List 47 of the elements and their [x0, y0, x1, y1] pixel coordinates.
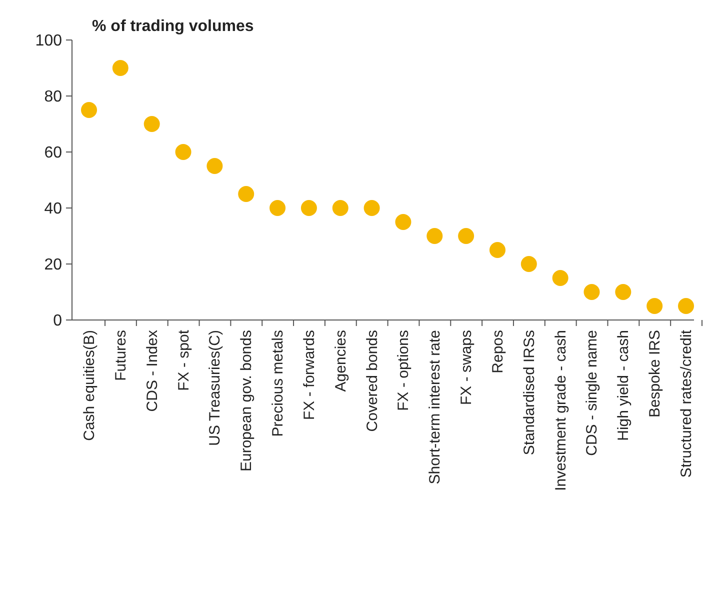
- x-tick-label: Precious metals: [270, 330, 287, 437]
- x-tick-label: FX - forwards: [300, 330, 318, 420]
- point: [144, 116, 160, 132]
- point: [395, 214, 412, 230]
- point: [520, 256, 537, 272]
- y-tick-label: 0: [53, 312, 62, 330]
- x-tick-label: Bespoke IRS: [646, 330, 664, 418]
- point: [615, 284, 632, 300]
- chart-title: % of trading volumes: [92, 18, 254, 35]
- x-tick-label: Cash equities(B): [81, 330, 98, 441]
- point: [552, 270, 568, 286]
- x-tick-label: US Treasuries(C): [206, 330, 224, 446]
- y-tick-label: 60: [44, 144, 62, 162]
- x-tick-label: Covered bonds: [364, 330, 381, 432]
- point: [489, 242, 506, 258]
- y-tick-label: 40: [44, 200, 62, 218]
- point: [206, 158, 223, 174]
- x-tick-label: FX - options: [395, 330, 412, 411]
- point: [678, 298, 694, 314]
- x-tick-label: CDS - Index: [144, 330, 161, 412]
- point: [112, 60, 128, 76]
- x-tick-label: Agencies: [332, 330, 350, 392]
- x-tick-label: High yield - cash: [615, 330, 632, 441]
- x-tick-label: Structured rates/credit: [678, 329, 695, 478]
- point: [426, 228, 443, 244]
- x-tick-label: Short-term interest rate: [426, 330, 444, 484]
- x-tick-label: Investment grade - cash: [552, 330, 570, 491]
- x-tick-label: CDS - single name: [584, 330, 601, 456]
- y-tick-label: 20: [44, 256, 62, 274]
- x-tick-label: Repos: [489, 330, 506, 374]
- point: [270, 200, 286, 216]
- point: [364, 200, 380, 216]
- point: [332, 200, 348, 216]
- point: [646, 298, 663, 314]
- x-tick-label: Futures: [112, 330, 130, 381]
- y-tick-label: 100: [35, 32, 62, 50]
- point: [238, 186, 254, 202]
- point: [81, 102, 97, 118]
- x-tick-label: FX - swaps: [458, 330, 476, 406]
- x-tick-label: FX - spot: [175, 329, 192, 391]
- point: [584, 284, 600, 300]
- y-tick-label: 80: [44, 88, 62, 106]
- x-tick-label: European gov. bonds: [238, 330, 256, 472]
- x-tick-label: Standardised IRSs: [520, 330, 538, 456]
- point: [300, 200, 317, 216]
- point: [175, 144, 192, 160]
- point: [458, 228, 474, 244]
